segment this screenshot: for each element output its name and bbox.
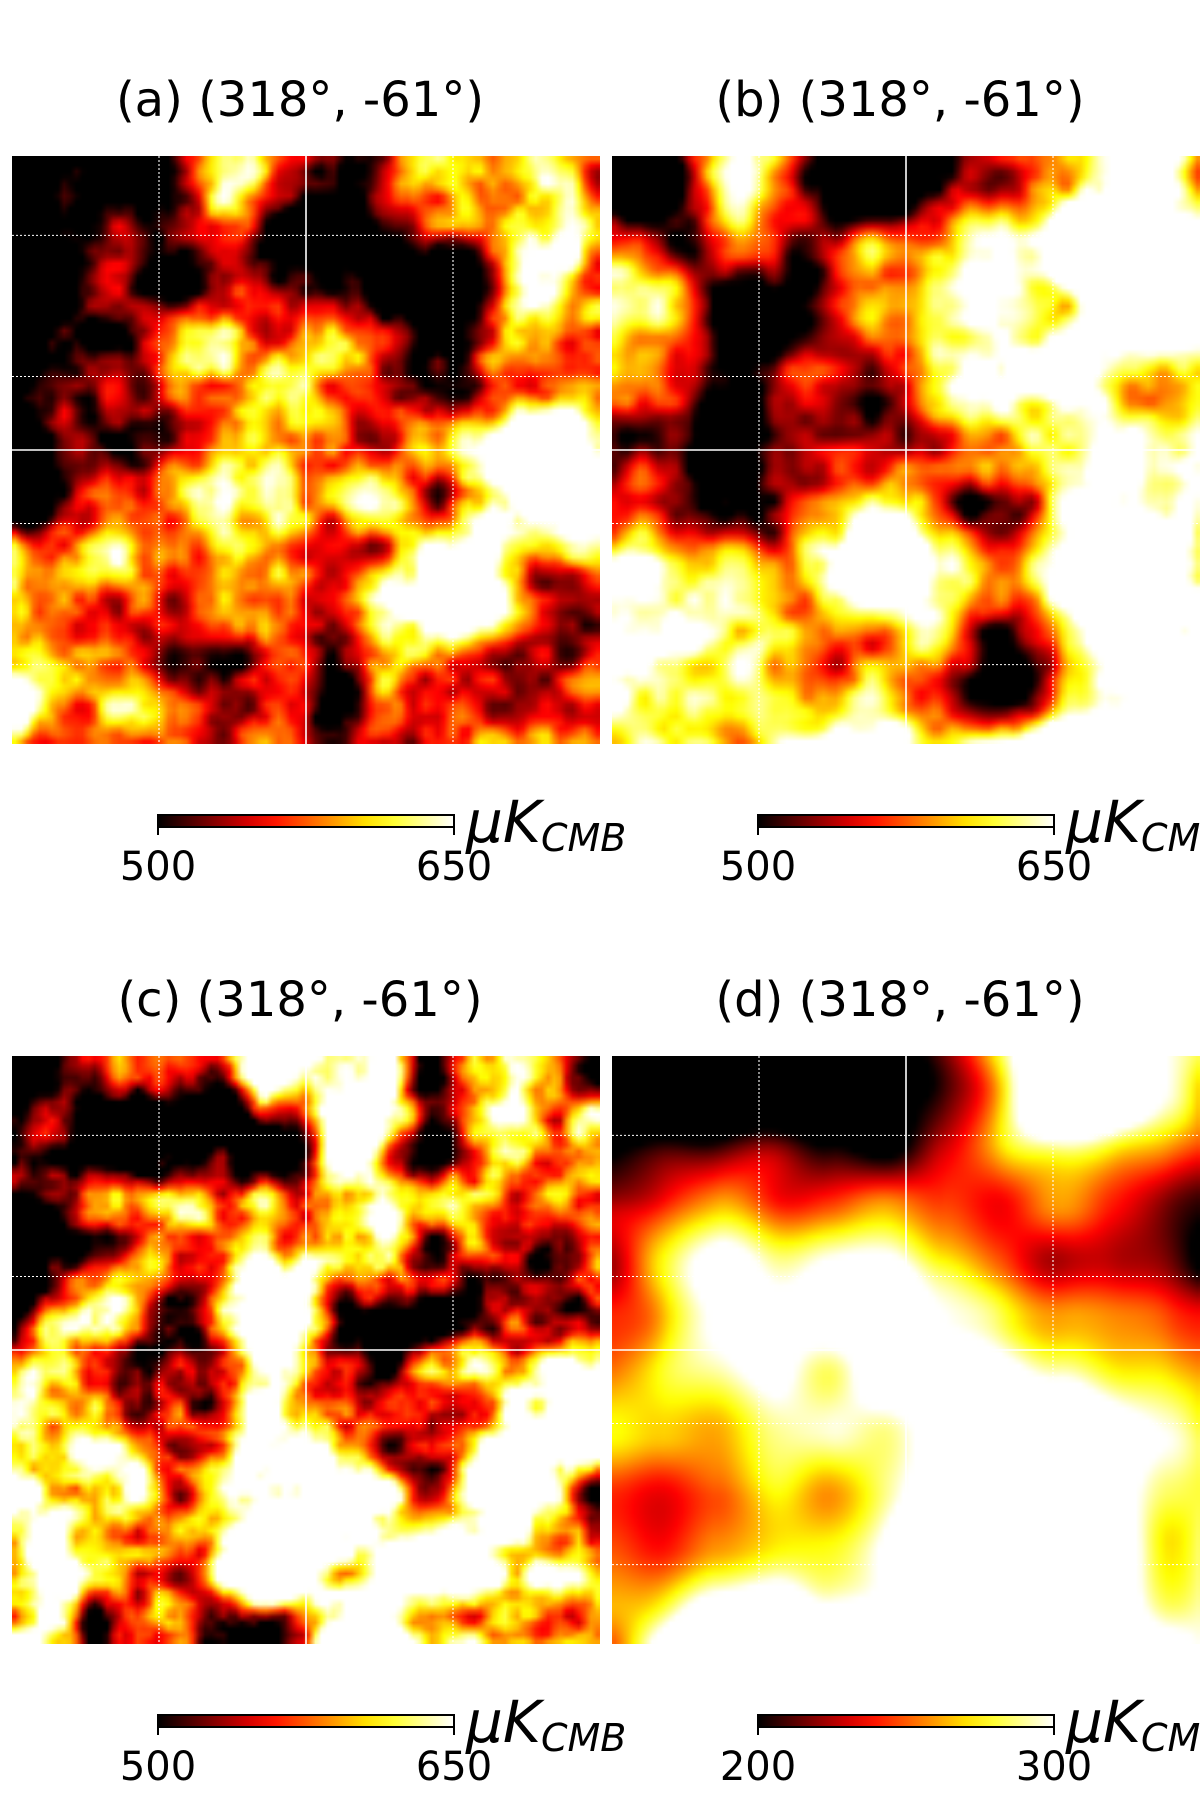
panel-title: (d) (318°, -61°) — [715, 972, 1085, 1028]
colorbar-max-label: 650 — [1016, 844, 1092, 890]
colorbar-max-label: 650 — [416, 1744, 492, 1790]
heatmap-plot — [12, 1056, 600, 1644]
colorbar-gradient — [757, 1714, 1055, 1728]
colorbar-unit-label: μKCMB — [465, 788, 626, 860]
colorbar-unit-label: μKCMB — [465, 1688, 626, 1760]
heatmap-plot — [612, 156, 1200, 744]
colorbar-min-label: 500 — [720, 844, 796, 890]
colorbar-gradient — [757, 814, 1055, 828]
colorbar: 200 300μKCMB — [720, 1688, 1200, 1790]
panel-a: (a) (318°, -61°) 500 650 μKCMB — [0, 0, 627, 900]
panel-title: (a) (318°, -61°) — [115, 72, 485, 128]
panel-d: (d) (318°, -61°) 200 300μKCMB — [600, 900, 1200, 1800]
colorbar-max-label: 650 — [416, 844, 492, 890]
heatmap-plot — [612, 1056, 1200, 1644]
panel-title: (c) (318°, -61°) — [117, 972, 483, 1028]
heatmap-plot — [12, 156, 600, 744]
colorbar-gradient — [157, 1714, 455, 1728]
colorbar-min-label: 200 — [720, 1744, 796, 1790]
panel-title: (b) (318°, -61°) — [715, 72, 1085, 128]
colorbar-min-label: 500 — [120, 844, 196, 890]
colorbar-unit-label: μKCMB — [1065, 788, 1200, 860]
colorbar-unit-label: μKCMB — [1065, 1688, 1200, 1760]
panel-c: (c) (318°, -61°) 500 650 μKCMB — [0, 900, 627, 1800]
colorbar-gradient — [157, 814, 455, 828]
colorbar-max-label: 300 — [1016, 1744, 1092, 1790]
colorbar-min-label: 500 — [120, 1744, 196, 1790]
